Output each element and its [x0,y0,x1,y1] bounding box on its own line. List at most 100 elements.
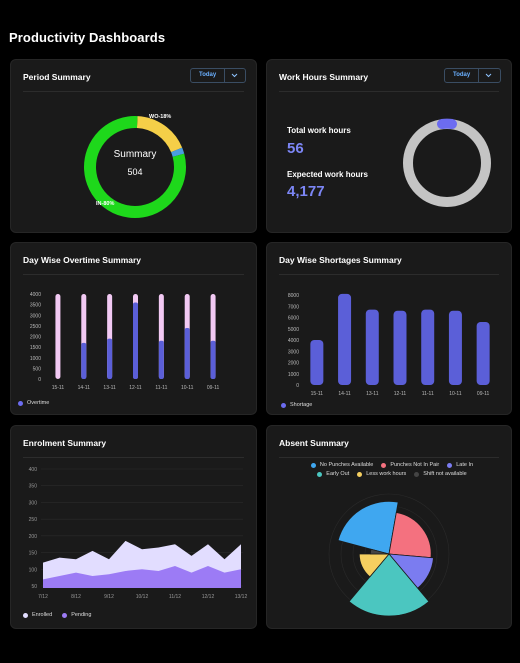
x-tick-label: 13-11 [366,391,379,397]
absent-legend-item[interactable]: No Punches Available [310,462,374,468]
y-tick-label: 5000 [288,327,299,333]
donut-slice-wo [136,116,183,153]
y-tick-label: 3000 [288,349,299,355]
x-tick-label: 10-11 [449,391,462,397]
y-tick-label: 100 [29,567,38,573]
x-tick-label: 13/12 [235,594,248,600]
legend-label: Less work hours [366,471,407,477]
y-tick-label: 150 [29,551,38,557]
polar-slice [337,500,399,555]
x-tick-label: 09-11 [207,385,220,391]
divider [23,91,244,92]
overtime-title: Day Wise Overtime Summary [23,255,142,265]
legend-label: No Punches Available [319,462,374,468]
x-tick-label: 9/12 [104,594,114,600]
donut-slice-other [171,147,185,157]
y-tick-label: 1000 [288,372,299,378]
y-tick-label: 2000 [288,361,299,367]
bar [158,340,164,379]
y-tick-label: 6000 [288,316,299,322]
y-tick-label: 8000 [288,293,299,299]
legend-label: Shortage [290,402,313,408]
y-tick-label: 4000 [30,292,41,298]
legend-label: Early Out [326,471,350,477]
bar [81,342,87,379]
legend-label: Punches Not In Pair [390,462,440,468]
bar [310,340,324,385]
y-tick-label: 3500 [30,303,41,309]
period-summary-card: Period Summary Today Summary 504 WO-18% … [10,59,257,233]
absent-legend-item[interactable]: Late In [447,462,473,468]
legend-dot [310,462,316,468]
legend-dot [18,400,23,406]
period-summary-dropdown[interactable]: Today [190,68,246,83]
x-tick-label: 15-11 [311,391,324,397]
expected-hours-label: Expected work hours [287,170,368,179]
legend-dot [447,462,453,468]
y-tick-label: 4000 [288,338,299,344]
x-tick-label: 13-11 [103,385,116,391]
x-tick-label: 11-11 [422,391,434,397]
legend-dot [317,471,323,477]
x-tick-label: 12-11 [394,391,407,397]
bar [393,310,407,385]
divider [279,457,499,458]
x-tick-label: 10-11 [181,385,194,391]
enrolment-card: Enrolment Summary 400 350 300 250 200 150 100 5… [10,425,257,629]
polar-slice [348,553,430,617]
chevron-down-icon [225,69,243,82]
bar [448,310,462,385]
absent-legend-item[interactable]: Less work hours [357,471,406,477]
y-tick-label: 7000 [288,304,299,310]
bar [210,340,216,379]
x-tick-label: 7/12 [38,594,48,600]
shortages-card: Day Wise Shortages Summary 8000 7000 6000 5… [266,242,512,415]
overtime-chart: 4000 3500 3000 2500 2000 1500 1000 500 0 15-11 14-… [30,292,220,391]
legend-dot [62,612,68,618]
x-tick-label: 10/12 [136,594,149,600]
bar [421,309,435,385]
dropdown-value: Today [191,69,226,82]
y-tick-label: 3000 [30,313,41,319]
polar-grid-ring [352,517,426,591]
legend-dot [381,462,387,468]
polar-slice [388,553,434,589]
bar [365,309,379,385]
x-tick-label: 14-11 [78,385,91,391]
legend-label: Shift not available [423,471,467,477]
y-tick-label: 200 [29,534,38,540]
bar [476,322,490,385]
shortages-chart: 8000 7000 6000 5000 4000 3000 2000 1000 0 15-11 14… [288,293,490,397]
y-tick-label: 1000 [30,356,41,362]
bar [133,302,138,379]
y-tick-label: 0 [296,383,299,389]
y-tick-label: 300 [29,500,38,506]
label-wo: WO-18% [149,114,171,120]
y-tick-label: 500 [33,366,42,372]
absent-legend-item[interactable]: Shift not available [414,471,467,477]
absent-legend-item[interactable]: Punches Not In Pair [381,462,439,468]
total-hours-value: 56 [287,140,304,157]
absent-legend-item[interactable]: Early Out [317,471,349,477]
y-tick-label: 50 [31,584,37,590]
absent-card: Absent Summary No Punches Available Punch… [266,425,512,629]
legend-label-pending: Pending [71,612,92,618]
shortages-legend: Shortage [281,402,312,408]
divider [279,274,499,275]
legend-dot [414,471,420,477]
legend-label: Late In [456,462,474,468]
work-hours-dropdown[interactable]: Today [444,68,501,83]
work-hours-title: Work Hours Summary [279,72,369,82]
total-hours-label: Total work hours [287,126,351,135]
area-pending [43,565,241,588]
legend-dot [357,471,363,477]
x-tick-label: 8/12 [71,594,81,600]
x-tick-label: 11/12 [169,594,181,600]
dropdown-value: Today [445,69,480,82]
x-tick-label: 15-11 [52,385,65,391]
polar-grid-ring [328,493,450,615]
period-summary-title: Period Summary [23,72,91,82]
polar-grid-ring [340,505,438,603]
divider [23,274,244,275]
x-tick-label: 09-11 [477,391,490,397]
